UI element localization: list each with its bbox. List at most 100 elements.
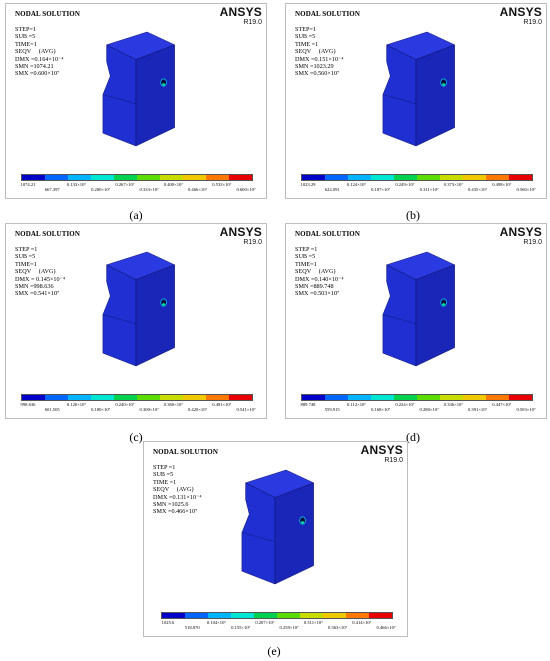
legend-label: 0.187×10⁷: [371, 187, 391, 192]
fea-model: [382, 251, 456, 367]
info-line: SMX =0.503×10⁷: [295, 290, 340, 298]
fea-model: [241, 469, 315, 585]
model-hole: [299, 516, 306, 525]
ansys-logo: ANSYS R19.0: [500, 6, 542, 26]
legend-label: 0.498×10⁷: [492, 182, 512, 187]
info-line: SUB =5: [295, 253, 316, 261]
model-hole-hotspot: [442, 83, 446, 86]
result-panel-b: NODAL SOLUTION ANSYS R19.0 STEP=1 SUB =5 TIME…: [285, 3, 547, 199]
legend-label: 0.600×10⁷: [236, 187, 256, 192]
legend-label: 622,091: [324, 187, 340, 192]
legend-label: 1025.6: [161, 620, 175, 625]
legend-label: 0.311×10⁷: [419, 187, 439, 192]
legend-swatch: [348, 175, 371, 180]
model-hole: [440, 298, 447, 307]
legend-label: 0.503×10⁷: [516, 407, 536, 412]
legend-label: 0.360×10⁷: [163, 402, 183, 407]
fea-model: [102, 251, 176, 367]
legend-swatch: [231, 613, 254, 618]
legend-swatch: [509, 175, 532, 180]
info-line: SUB =5: [15, 33, 36, 41]
color-legend: 1074.21 667,397 0.133×10⁷ 0.200×10⁷ 0.267×10…: [20, 174, 256, 195]
legend-labels: 1025.6 518,870 0.104×10⁷ 0.155×10⁷ 0.207×10⁷…: [161, 619, 396, 633]
legend-labels: 998.636 601,505 0.120×10⁷ 0.180×10⁷ 0.240×10…: [21, 401, 256, 415]
legend-swatch: [68, 395, 91, 400]
ansys-version: R19.0: [384, 457, 403, 464]
legend-swatch: [45, 395, 68, 400]
model-side-face: [135, 44, 175, 147]
panel-caption: (e): [267, 644, 281, 658]
info-line: SMN =1023.29: [295, 63, 334, 71]
info-line: STEP=1: [295, 26, 317, 33]
panel-title: NODAL SOLUTION: [153, 448, 218, 456]
panel-title: NODAL SOLUTION: [295, 230, 360, 238]
legend-label: 0.466×10⁷: [187, 187, 208, 192]
legend-swatch: [91, 395, 114, 400]
legend-labels: 1074.21 667,397 0.133×10⁷ 0.200×10⁷ 0.267×10…: [20, 181, 256, 195]
model-seam: [241, 532, 276, 542]
legend-swatch: [254, 613, 277, 618]
legend-label: 0.120×10⁷: [66, 402, 86, 407]
model-hole-hotspot: [162, 303, 166, 306]
info-line: SEQV (AVG): [295, 268, 336, 276]
legend-swatch: [183, 175, 206, 180]
result-panel-a: NODAL SOLUTION ANSYS R19.0 STEP=1 SUB =5 TIME…: [5, 3, 267, 199]
color-legend: 889.748 559,915 0.112×10⁷ 0.168×10⁷ 0.224×10…: [301, 394, 536, 415]
legend-swatch: [509, 395, 532, 400]
info-line: TIME =1: [295, 40, 319, 48]
fea-model: [102, 31, 176, 147]
legend-label: 0.240×10⁷: [115, 402, 135, 407]
model-view: [370, 20, 462, 163]
color-legend: 1025.6 518,870 0.104×10⁷ 0.155×10⁷ 0.207×10⁷…: [161, 612, 396, 633]
legend-swatch: [371, 175, 394, 180]
legend-swatch: [137, 175, 160, 180]
model-side-face: [135, 264, 175, 367]
legend-labels: 889.748 559,915 0.112×10⁷ 0.168×10⁷ 0.224×10…: [301, 401, 536, 415]
legend-swatch: [160, 395, 183, 400]
legend-label: 0.124×10⁷: [346, 182, 366, 187]
legend-label: 667,397: [44, 187, 60, 192]
color-legend: 998.636 601,505 0.120×10⁷ 0.180×10⁷ 0.240×10…: [21, 394, 256, 415]
legend-swatch: [277, 613, 300, 618]
info-line: DMX =0.164×10⁻⁴: [15, 55, 64, 63]
legend-label: 1074.21: [20, 182, 36, 187]
info-line: SMX =0.541×10⁷: [15, 290, 60, 298]
ansys-brand: ANSYS: [219, 5, 262, 19]
model-front-face: [382, 44, 417, 147]
model-seam: [102, 94, 137, 104]
model-hole-hotspot: [162, 83, 166, 86]
info-line: TIME=1: [295, 260, 317, 268]
legend-swatch: [22, 175, 45, 180]
ansys-logo: ANSYS R19.0: [220, 226, 262, 246]
model-front-face: [241, 482, 276, 585]
result-panel-d: NODAL SOLUTION ANSYS R19.0 STEP =1 SUB =5 TIM…: [285, 223, 547, 419]
legend-swatch: [162, 613, 185, 618]
info-line: STEP =1: [153, 464, 176, 471]
legend-label: 0.373×10⁷: [443, 182, 463, 187]
result-panel-c: NODAL SOLUTION ANSYS R19.0 STEP =1 SUB =5 TIM…: [5, 223, 267, 419]
legend-swatch: [302, 175, 325, 180]
legend-bar: [161, 612, 393, 619]
info-line: SUB =5: [15, 253, 36, 261]
panel-title: NODAL SOLUTION: [15, 10, 80, 18]
model-front-face: [102, 44, 137, 147]
model-side-face: [415, 44, 455, 147]
legend-swatch: [346, 613, 369, 618]
legend-label: 0.180×10⁷: [91, 407, 111, 412]
legend-swatch: [325, 175, 348, 180]
model-front-face: [382, 264, 417, 367]
legend-swatch: [208, 613, 231, 618]
model-view: [229, 458, 321, 601]
legend-label: 0.363×10⁷: [327, 625, 348, 630]
legend-label: 0.133×10⁷: [66, 182, 86, 187]
legend-label: 0.300×10⁷: [139, 407, 159, 412]
solution-info: STEP =1 SUB =5 TIME=1 SEQV (AVG) DMX =0.140×…: [295, 246, 344, 298]
legend-swatch: [486, 175, 509, 180]
ansys-logo: ANSYS R19.0: [220, 6, 262, 26]
model-view: [370, 240, 462, 383]
model-seam: [382, 94, 417, 104]
model-view: [90, 20, 182, 163]
legend-label: 0.267×10⁷: [115, 182, 135, 187]
legend-swatch: [369, 613, 392, 618]
info-line: SEQV (AVG): [295, 48, 336, 56]
